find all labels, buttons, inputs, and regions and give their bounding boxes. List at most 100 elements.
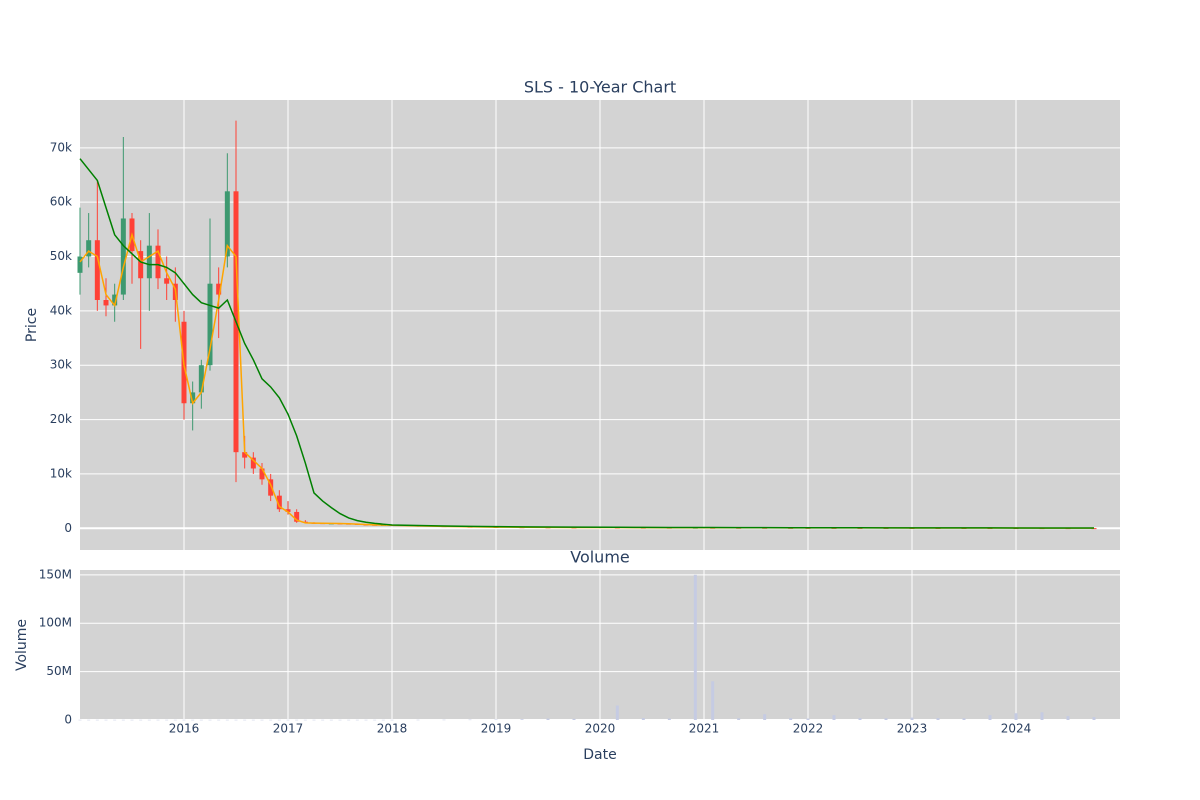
candle-body — [276, 495, 282, 510]
volume-bar — [910, 717, 914, 720]
volume-bar — [390, 719, 394, 721]
volume-bar — [988, 715, 992, 720]
candle-body — [164, 278, 170, 284]
y-tick-label: 30k — [50, 358, 72, 372]
candle-body — [190, 392, 196, 404]
candle-body — [294, 511, 300, 522]
y-tick-label: 40k — [50, 303, 72, 317]
candle-body — [94, 240, 100, 300]
volume-bar — [182, 719, 186, 721]
volume-bar — [355, 719, 359, 721]
volume-bar — [225, 719, 229, 721]
candle-body — [224, 191, 230, 257]
volume-bar — [641, 718, 645, 720]
volume-bar — [286, 719, 290, 721]
volume-bar — [693, 574, 697, 720]
y-tick-label: 20k — [50, 412, 72, 426]
volume-bar — [806, 718, 810, 720]
volume-bar — [416, 719, 420, 721]
candle-body — [120, 218, 126, 295]
volume-bar — [667, 718, 671, 720]
volume-bar — [295, 719, 299, 721]
x-tick-label: 2017 — [273, 722, 304, 736]
candle-body — [250, 457, 256, 469]
volume-bar — [936, 718, 940, 720]
candle-body — [146, 245, 152, 279]
volume-bar — [1092, 717, 1096, 720]
x-tick-label: 2022 — [793, 722, 824, 736]
volume-bar — [173, 719, 177, 721]
volume-bar — [789, 718, 793, 720]
volume-bar — [884, 718, 888, 720]
volume-bar — [321, 719, 325, 721]
x-tick-label: 2023 — [897, 722, 928, 736]
volume-bar — [243, 719, 247, 721]
volume-bar — [199, 719, 203, 721]
volume-bar — [711, 681, 715, 720]
candle-body — [86, 240, 92, 257]
volume-bar — [312, 719, 316, 721]
volume-bar — [347, 719, 351, 721]
volume-bar — [737, 718, 741, 720]
volume-bar — [260, 719, 264, 721]
volume-bar — [329, 719, 333, 721]
volume-bar — [147, 719, 151, 721]
candle-body — [259, 468, 265, 480]
volume-bar — [338, 719, 342, 721]
volume-bar — [165, 719, 169, 721]
volume-bar — [763, 714, 767, 720]
candle-body — [242, 452, 248, 458]
candle-body — [103, 300, 109, 306]
volume-bar — [572, 718, 576, 720]
y-tick-label: 10k — [50, 466, 72, 480]
volume-bar — [468, 719, 472, 721]
volume-bar — [832, 715, 836, 720]
x-tick-label: 2019 — [481, 722, 512, 736]
volume-bar — [364, 719, 368, 721]
candle-body — [1091, 528, 1097, 530]
volume-bar — [269, 719, 273, 721]
volume-bar — [191, 719, 195, 721]
volume-bar — [1014, 713, 1018, 720]
x-tick-label: 2018 — [377, 722, 408, 736]
y-tick-label: 50M — [46, 664, 72, 678]
volume-bar — [139, 719, 143, 721]
candle-body — [268, 479, 274, 496]
x-tick-label: 2020 — [585, 722, 616, 736]
volume-bar — [1066, 716, 1070, 720]
volume-bar — [277, 719, 281, 721]
y-tick-label: 150M — [39, 567, 72, 581]
volume-axis-title: Volume — [14, 619, 30, 671]
y-tick-label: 0 — [64, 713, 72, 727]
volume-bar — [520, 719, 524, 720]
candle-body — [155, 245, 161, 279]
volume-bar — [381, 719, 385, 721]
volume-bar — [858, 718, 862, 720]
y-tick-label: 0 — [64, 521, 72, 535]
candle-body — [207, 283, 213, 366]
volume-title: Volume — [570, 548, 630, 567]
volume-bar — [494, 719, 498, 721]
x-tick-label: 2024 — [1001, 722, 1032, 736]
volume-bar — [303, 719, 307, 721]
volume-bar — [615, 705, 619, 720]
volume-bar — [87, 719, 91, 721]
volume-bar — [217, 719, 221, 721]
candle-body — [216, 283, 222, 295]
volume-bar — [442, 719, 446, 721]
volume-bar — [373, 719, 377, 721]
volume-bar — [251, 719, 255, 721]
chart-title: SLS - 10-Year Chart — [524, 78, 676, 97]
candle-body — [77, 256, 83, 273]
candle-body — [138, 251, 144, 279]
y-tick-label: 50k — [50, 249, 72, 263]
y-tick-label: 70k — [50, 140, 72, 154]
volume-bar — [104, 719, 108, 721]
volume-bar — [1040, 712, 1044, 720]
x-tick-label: 2016 — [169, 722, 200, 736]
y-axis-title: Price — [24, 308, 40, 342]
y-tick-label: 100M — [39, 616, 72, 630]
candle-body — [285, 509, 291, 512]
volume-bar — [546, 718, 550, 720]
candle-body — [112, 294, 118, 306]
